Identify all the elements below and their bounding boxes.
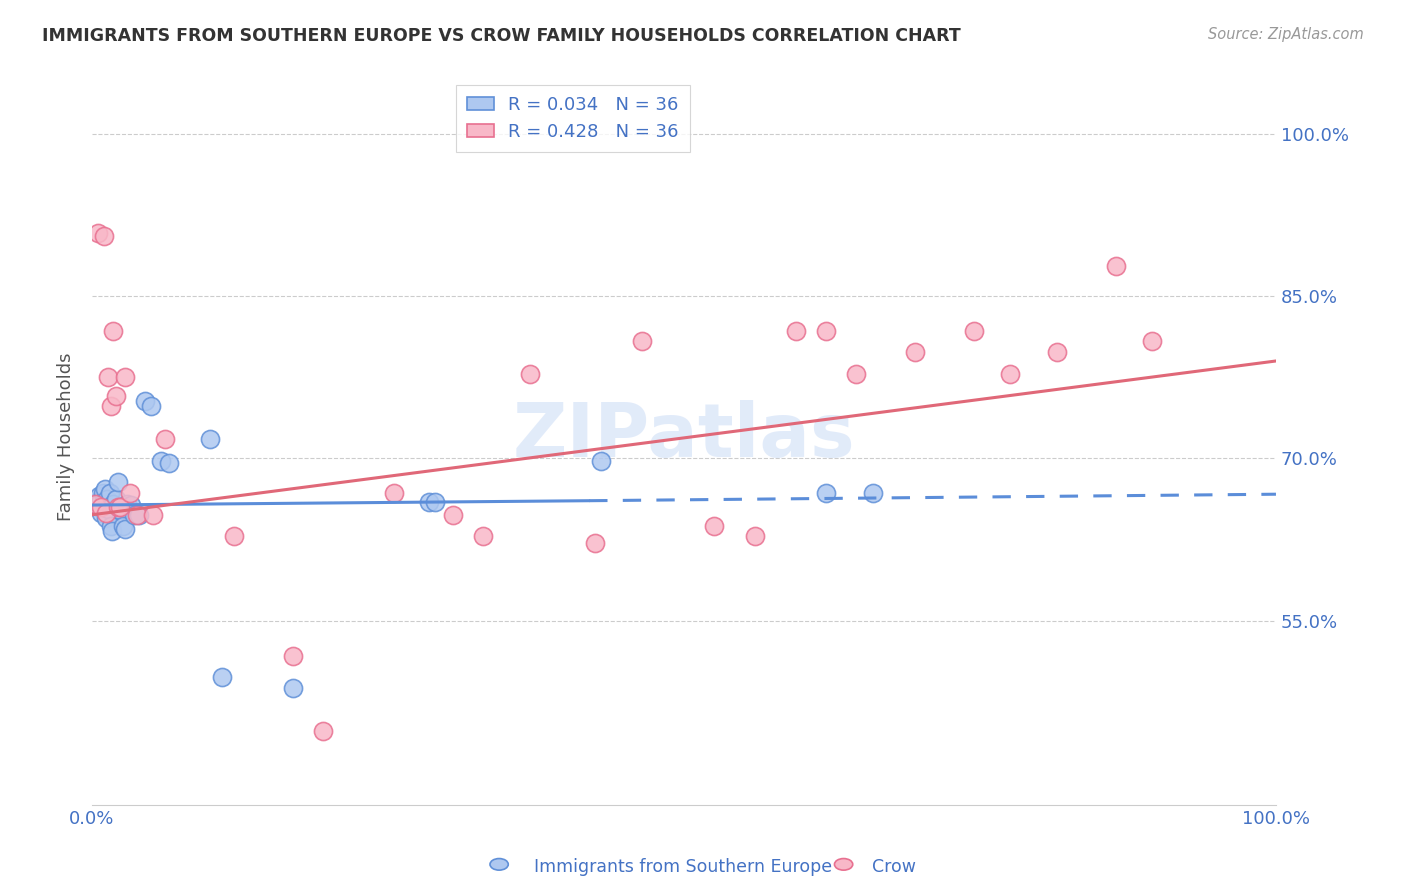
- Point: [702, 518, 724, 533]
- Point: [97, 370, 120, 384]
- Point: [1046, 345, 1069, 359]
- Point: [86, 495, 108, 509]
- Point: [97, 502, 120, 516]
- Point: [100, 400, 122, 414]
- Point: [441, 508, 464, 522]
- Text: Source: ZipAtlas.com: Source: ZipAtlas.com: [1208, 27, 1364, 42]
- Point: [814, 486, 837, 500]
- Point: [111, 518, 134, 533]
- Point: [155, 432, 177, 446]
- Point: [125, 508, 148, 522]
- Point: [104, 389, 127, 403]
- Point: [200, 432, 222, 446]
- Point: [589, 453, 612, 467]
- Point: [87, 226, 110, 240]
- Text: IMMIGRANTS FROM SOUTHERN EUROPE VS CROW FAMILY HOUSEHOLDS CORRELATION CHART: IMMIGRANTS FROM SOUTHERN EUROPE VS CROW …: [42, 27, 960, 45]
- Point: [862, 486, 884, 500]
- Point: [93, 229, 115, 244]
- Point: [904, 345, 927, 359]
- Point: [93, 495, 115, 509]
- Point: [157, 456, 180, 470]
- Legend: R = 0.034   N = 36, R = 0.428   N = 36: R = 0.034 N = 36, R = 0.428 N = 36: [456, 85, 690, 152]
- Point: [87, 489, 110, 503]
- Point: [998, 367, 1021, 381]
- Point: [94, 506, 117, 520]
- Point: [90, 500, 112, 515]
- Point: [785, 324, 807, 338]
- Point: [120, 498, 142, 512]
- Point: [91, 486, 114, 500]
- Point: [124, 508, 146, 522]
- Point: [845, 367, 868, 381]
- Point: [281, 648, 304, 663]
- Point: [519, 367, 541, 381]
- Point: [312, 724, 335, 739]
- Point: [90, 506, 112, 520]
- Point: [142, 508, 165, 522]
- Point: [631, 334, 654, 349]
- Point: [128, 508, 150, 522]
- Point: [101, 524, 124, 538]
- Text: Immigrants from Southern Europe: Immigrants from Southern Europe: [534, 858, 832, 876]
- Point: [87, 500, 110, 515]
- Y-axis label: Family Households: Family Households: [58, 352, 75, 521]
- Point: [84, 497, 107, 511]
- Point: [107, 475, 129, 490]
- Point: [744, 529, 766, 543]
- Point: [101, 324, 124, 338]
- Point: [98, 486, 121, 500]
- Point: [222, 529, 245, 543]
- Point: [211, 670, 233, 684]
- Point: [100, 518, 122, 533]
- Point: [118, 486, 141, 500]
- Point: [110, 503, 132, 517]
- Point: [471, 529, 494, 543]
- Point: [418, 495, 440, 509]
- Point: [139, 400, 162, 414]
- Text: Crow: Crow: [872, 858, 915, 876]
- Point: [101, 497, 124, 511]
- Point: [110, 500, 132, 515]
- Point: [114, 522, 136, 536]
- Point: [104, 491, 127, 506]
- Point: [89, 495, 111, 509]
- Point: [134, 394, 156, 409]
- Point: [281, 681, 304, 695]
- Point: [94, 511, 117, 525]
- Point: [149, 453, 172, 467]
- Point: [114, 370, 136, 384]
- Point: [1105, 259, 1128, 273]
- Point: [583, 536, 606, 550]
- Point: [1140, 334, 1163, 349]
- Point: [117, 497, 139, 511]
- Point: [96, 491, 118, 506]
- Point: [425, 495, 447, 509]
- Text: ZIPatlas: ZIPatlas: [513, 401, 855, 474]
- Point: [814, 324, 837, 338]
- Point: [963, 324, 986, 338]
- Point: [94, 482, 117, 496]
- Point: [107, 500, 129, 515]
- Point: [382, 486, 405, 500]
